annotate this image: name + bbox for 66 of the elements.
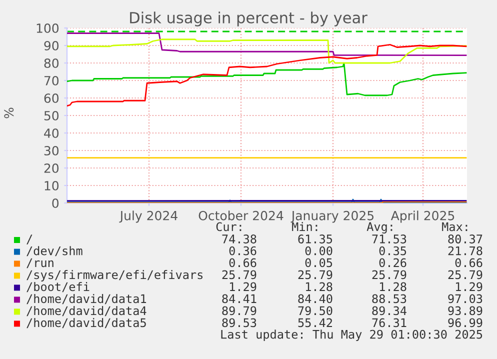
line-series [67,38,467,64]
legend-label: /home/david/data4 [26,306,146,316]
chart-title: Disk usage in percent - by year [130,12,368,26]
y-axis-title: % [4,108,14,118]
text: 25.79 [372,270,406,280]
text: 84.41 [222,294,256,304]
text: 84.40 [298,294,332,304]
text: Last update: Thu May 29 01:00:30 2025 [221,330,482,342]
legend-label: /run [26,258,54,268]
text: 1.28 [306,282,332,292]
text: 89.79 [222,306,256,316]
y-tick-label: 50 [44,110,59,120]
text: Cur: [216,222,242,232]
text: 89.53 [222,318,256,328]
text: 55.42 [298,318,332,328]
text: Max: [442,222,468,232]
line-series [67,44,467,107]
y-tick-label: 70 [44,76,59,86]
text: 89.34 [372,306,406,316]
legend-label: /dev/shm [26,246,82,256]
text: 79.50 [298,306,332,316]
text: 71.53 [372,234,406,244]
y-tick-label: 20 [44,163,59,173]
line-series [67,32,467,56]
text: 97.03 [448,294,482,304]
text: 1.29 [456,282,482,292]
text: 25.79 [448,270,482,280]
y-tick-label: 10 [44,180,59,190]
text: 25.79 [222,270,256,280]
y-tick-label: 30 [44,146,59,156]
text: 93.89 [448,306,482,316]
y-tick-label: 40 [44,128,59,138]
text: 80.37 [448,234,482,244]
text: Min: [292,222,318,231]
text: 74.38 [222,234,256,244]
text: 0.36 [229,246,256,256]
text: Avg: [366,222,392,234]
text: 21.78 [448,246,482,256]
text: 0.66 [229,258,256,268]
text: 1.29 [230,282,256,292]
legend-label: /home/david/data5 [26,318,146,328]
legend-label: / [26,234,32,244]
x-tick-label: July 2024 [119,210,178,223]
x-tick-label: January 2025 [290,210,374,223]
y-tick-label: 0 [52,198,59,208]
text: 1.28 [380,282,406,292]
line-series [67,62,467,96]
text: 25.79 [298,270,332,280]
text: 76.31 [372,318,406,328]
x-tick-label: April 2025 [390,210,454,223]
legend-label: /home/david/data1 [26,294,146,304]
y-tick-label: 100 [36,23,59,33]
text: 0.00 [305,246,332,256]
text: 0.26 [379,258,406,268]
text: 0.66 [455,258,482,268]
text: 0.05 [305,258,332,268]
text: 0.35 [379,246,406,256]
y-tick-label: 60 [44,93,59,103]
legend-label: /boot/efi [26,282,90,292]
y-tick-label: 90 [44,40,59,50]
text: 61.35 [298,234,332,244]
legend-label: /sys/firmware/efi/efivars [26,270,203,282]
x-tick-label: October 2024 [198,210,284,220]
text: 88.53 [372,294,406,304]
y-tick-label: 80 [44,58,59,68]
text: 96.99 [448,318,482,328]
